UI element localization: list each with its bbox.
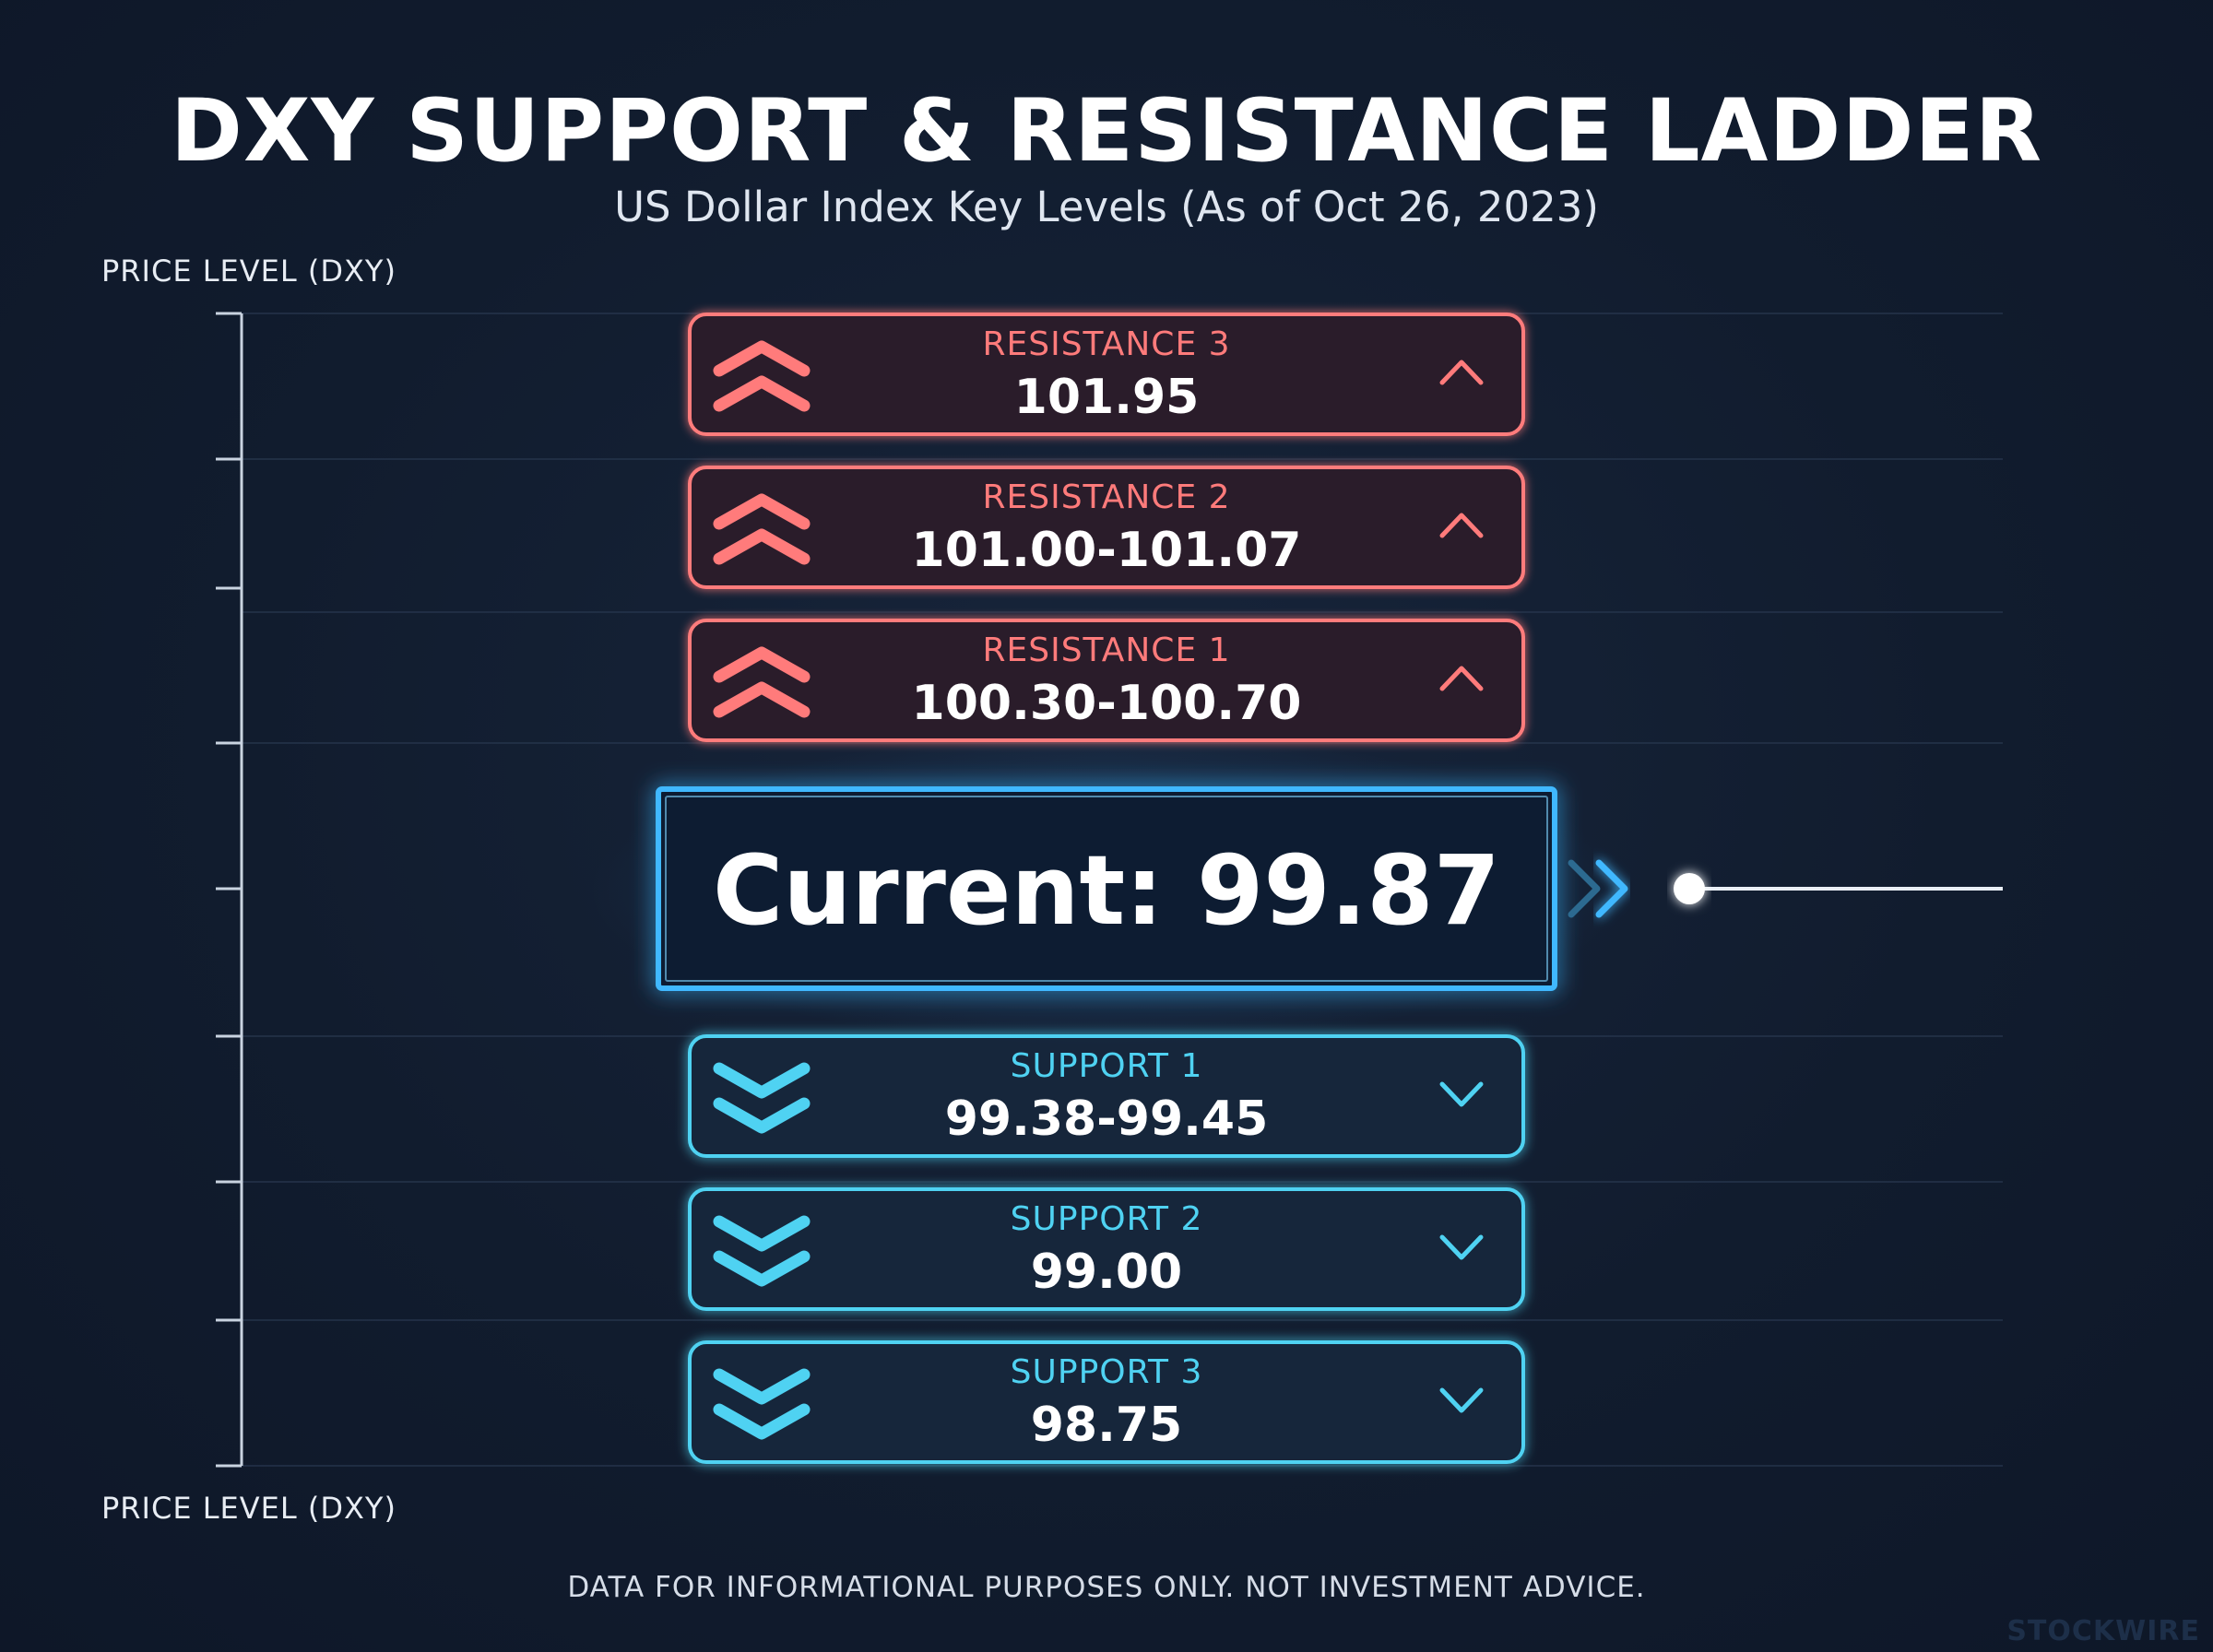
current-box-inner <box>665 796 1548 982</box>
chevron-up-icon <box>1439 513 1484 538</box>
double-chevron-up-icon <box>713 646 811 683</box>
axis-label-bottom: PRICE LEVEL (DXY) <box>101 1491 396 1526</box>
chevron-down-icon <box>1439 1081 1484 1107</box>
current-price-dot <box>1674 873 1705 904</box>
double-chevron-down-icon <box>713 1062 811 1099</box>
axis-label-top: PRICE LEVEL (DXY) <box>101 254 396 289</box>
level-value: 101.00-101.07 <box>912 523 1302 578</box>
level-name: RESISTANCE 1 <box>982 631 1230 669</box>
disclaimer: DATA FOR INFORMATIONAL PURPOSES ONLY. NO… <box>567 1571 1646 1604</box>
double-chevron-down-icon <box>713 1368 811 1405</box>
current-box <box>656 786 1557 991</box>
level-value: 98.75 <box>1031 1398 1182 1453</box>
double-chevron-up-icon <box>713 493 811 530</box>
double-chevron-down-icon <box>713 1215 811 1252</box>
level-name: SUPPORT 3 <box>1011 1353 1203 1391</box>
support-level: SUPPORT 2 99.00 <box>242 1187 2003 1311</box>
double-chevron-up-icon <box>713 528 811 565</box>
level-name: RESISTANCE 2 <box>982 478 1230 516</box>
chevron-down-icon <box>1439 1387 1484 1413</box>
level-value: 101.95 <box>1014 370 1200 425</box>
support-level: SUPPORT 3 98.75 <box>242 1340 2003 1464</box>
double-chevron-down-icon <box>713 1403 811 1440</box>
resistance-level: RESISTANCE 1 100.30-100.70 <box>242 619 2003 742</box>
double-chevron-down-icon <box>713 1097 811 1134</box>
double-chevron-up-icon <box>713 681 811 718</box>
level-value: 99.00 <box>1031 1245 1182 1300</box>
level-box <box>688 313 1525 436</box>
chevron-up-icon <box>1439 666 1484 691</box>
chart-subtitle: US Dollar Index Key Levels (As of Oct 26… <box>614 183 1599 231</box>
current-price-marker: Current: 99.87 <box>590 732 2003 1045</box>
chevron-right-icon <box>1568 859 1601 918</box>
level-box <box>688 1187 1525 1311</box>
chart-title: DXY SUPPORT & RESISTANCE LADDER <box>170 81 2043 182</box>
level-value: 100.30-100.70 <box>912 676 1302 731</box>
level-rows: RESISTANCE 3 101.95 RESISTANCE 2 101.00-101… <box>242 313 2003 1464</box>
resistance-level: RESISTANCE 2 101.00-101.07 <box>242 466 2003 589</box>
support-level: SUPPORT 1 99.38-99.45 <box>242 1034 2003 1158</box>
double-chevron-up-icon <box>713 340 811 377</box>
level-name: RESISTANCE 3 <box>982 325 1230 363</box>
watermark-logo: STOCKWIRE <box>2006 1615 2200 1647</box>
current-price-label: Current: 99.87 <box>713 834 1500 947</box>
resistance-level: RESISTANCE 3 101.95 <box>242 313 2003 436</box>
level-name: SUPPORT 2 <box>1011 1200 1203 1238</box>
level-box <box>688 466 1525 589</box>
chevron-right-icon <box>1595 859 1628 918</box>
price-axis <box>216 312 243 1468</box>
double-chevron-down-icon <box>713 1250 811 1287</box>
level-name: SUPPORT 1 <box>1011 1047 1203 1085</box>
chevron-down-icon <box>1439 1234 1484 1260</box>
level-value: 99.38-99.45 <box>945 1092 1269 1147</box>
level-box <box>688 1340 1525 1464</box>
chevron-up-icon <box>1439 360 1484 385</box>
double-chevron-up-icon <box>713 375 811 412</box>
